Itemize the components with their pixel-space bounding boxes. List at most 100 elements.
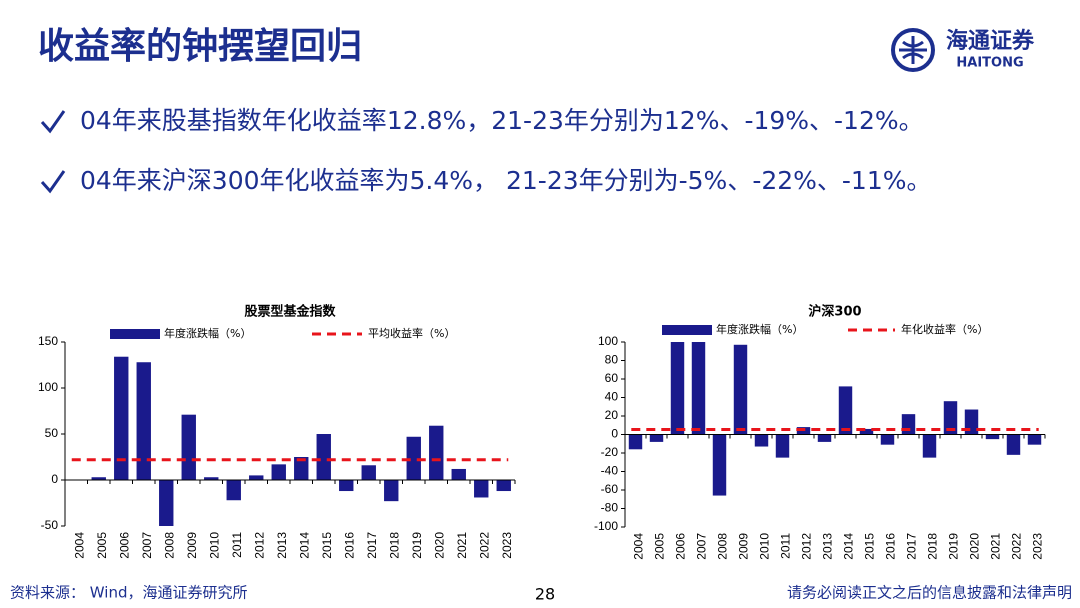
bar	[943, 401, 958, 435]
bar	[271, 464, 286, 480]
x-tick-label: 2005	[95, 532, 109, 559]
bar	[91, 477, 106, 480]
y-tick-label: -60	[601, 482, 619, 496]
x-tick-label: 2013	[821, 533, 835, 560]
x-tick-label: 2020	[968, 533, 982, 560]
source: 资料来源： Wind，海通证券研究所	[10, 584, 247, 602]
bar	[429, 425, 444, 480]
x-tick-label: 2022	[477, 532, 491, 559]
legend-swatch	[110, 329, 160, 339]
logo-cn: 海通证券	[946, 28, 1035, 54]
x-tick-label: 2004	[632, 533, 646, 560]
bar	[226, 480, 241, 501]
x-tick-label: 2022	[1010, 533, 1024, 560]
plot-area	[91, 356, 511, 526]
bar	[649, 434, 664, 442]
x-tick-label: 2016	[342, 532, 356, 559]
bar	[1027, 434, 1042, 445]
bar	[114, 356, 129, 480]
bar	[922, 434, 937, 458]
x-tick-label: 2006	[674, 533, 688, 560]
y-tick-label: -50	[41, 518, 59, 532]
check-icon	[40, 170, 66, 194]
bar	[817, 434, 832, 442]
logo-ring	[891, 28, 935, 72]
bar	[691, 342, 706, 435]
x-tick-label: 2005	[653, 533, 667, 560]
bar	[1006, 434, 1021, 455]
bar	[985, 434, 1000, 440]
x-tick-label: 2014	[297, 532, 311, 559]
x-tick-label: 2004	[72, 532, 86, 559]
bullet: 04年来股基指数年化收益率12.8%，21-23年分别为12%、-19%、-12…	[80, 106, 924, 135]
x-tick-label: 2019	[947, 533, 961, 560]
bar	[361, 465, 376, 480]
logo: 海通证券 HAITONG	[891, 28, 1035, 72]
bar	[880, 434, 895, 445]
y-tick-label: 100	[598, 334, 618, 348]
legend-label: 年度涨跌幅（%）	[164, 326, 251, 340]
x-tick-label: 2007	[695, 533, 709, 560]
y-tick-label: -80	[601, 501, 619, 515]
bar	[451, 468, 466, 480]
bar	[670, 342, 685, 435]
x-tick-label: 2017	[905, 533, 919, 560]
x-tick-label: 2012	[800, 533, 814, 560]
bar	[474, 480, 489, 498]
x-tick-label: 2020	[432, 532, 446, 559]
bar	[181, 414, 196, 480]
y-tick-label: -20	[601, 445, 619, 459]
chart-title: 沪深300	[808, 304, 861, 320]
x-tick-label: 2011	[230, 532, 244, 558]
x-tick-label: 2012	[252, 532, 266, 559]
chart-title: 股票型基金指数	[244, 304, 336, 320]
page-number: 28	[535, 585, 555, 604]
x-tick-label: 2021	[455, 532, 469, 559]
bar	[159, 480, 174, 526]
logo-en: HAITONG	[956, 56, 1023, 71]
x-tick-label: 2011	[779, 533, 793, 559]
bar	[733, 344, 748, 435]
x-tick-label: 2014	[842, 533, 856, 560]
bar	[294, 457, 309, 480]
legend-label: 年度涨跌幅（%）	[716, 322, 803, 336]
y-tick-label: 60	[605, 371, 619, 385]
bar	[339, 480, 354, 492]
x-tick-label: 2016	[884, 533, 898, 560]
x-tick-label: 2021	[989, 533, 1003, 560]
bullet: 04年来沪深300年化收益率为5.4%， 21-23年分别为-5%、-22%、-…	[80, 166, 932, 195]
bar	[406, 436, 421, 480]
disclaimer: 请务必阅读正文之后的信息披露和法律声明	[787, 584, 1072, 602]
y-tick-label: 0	[611, 427, 618, 441]
bar	[775, 434, 790, 458]
y-tick-label: 40	[605, 390, 619, 404]
x-tick-label: 2017	[365, 532, 379, 559]
y-tick-label: 0	[51, 472, 58, 486]
y-tick-label: 20	[605, 408, 619, 422]
chart: 沪深300 年度涨跌幅（%） 年化收益率（%） -100 -80 -60 -40 -20 0 20…	[594, 304, 1046, 560]
x-tick-label: 2006	[117, 532, 131, 559]
check-icon	[40, 110, 66, 134]
x-tick-label: 2015	[320, 532, 334, 559]
y-tick-label: 150	[38, 334, 58, 348]
x-tick-label: 2023	[500, 532, 514, 559]
logo-emblem	[899, 36, 927, 64]
x-tick-label: 2018	[387, 532, 401, 559]
bar	[496, 480, 511, 492]
bar	[249, 475, 264, 480]
bar	[838, 386, 853, 435]
x-tick-label: 2018	[926, 533, 940, 560]
bar	[754, 434, 769, 447]
bar	[316, 434, 331, 480]
bar	[712, 434, 727, 496]
x-tick-label: 2009	[737, 533, 751, 560]
y-tick-label: 50	[45, 426, 59, 440]
slide-title: 收益率的钟摆望回归	[38, 26, 362, 67]
bar	[628, 434, 643, 450]
x-tick-label: 2019	[410, 532, 424, 559]
plot-area	[628, 342, 1042, 496]
y-tick-label: 100	[38, 380, 58, 394]
bar	[901, 414, 916, 435]
